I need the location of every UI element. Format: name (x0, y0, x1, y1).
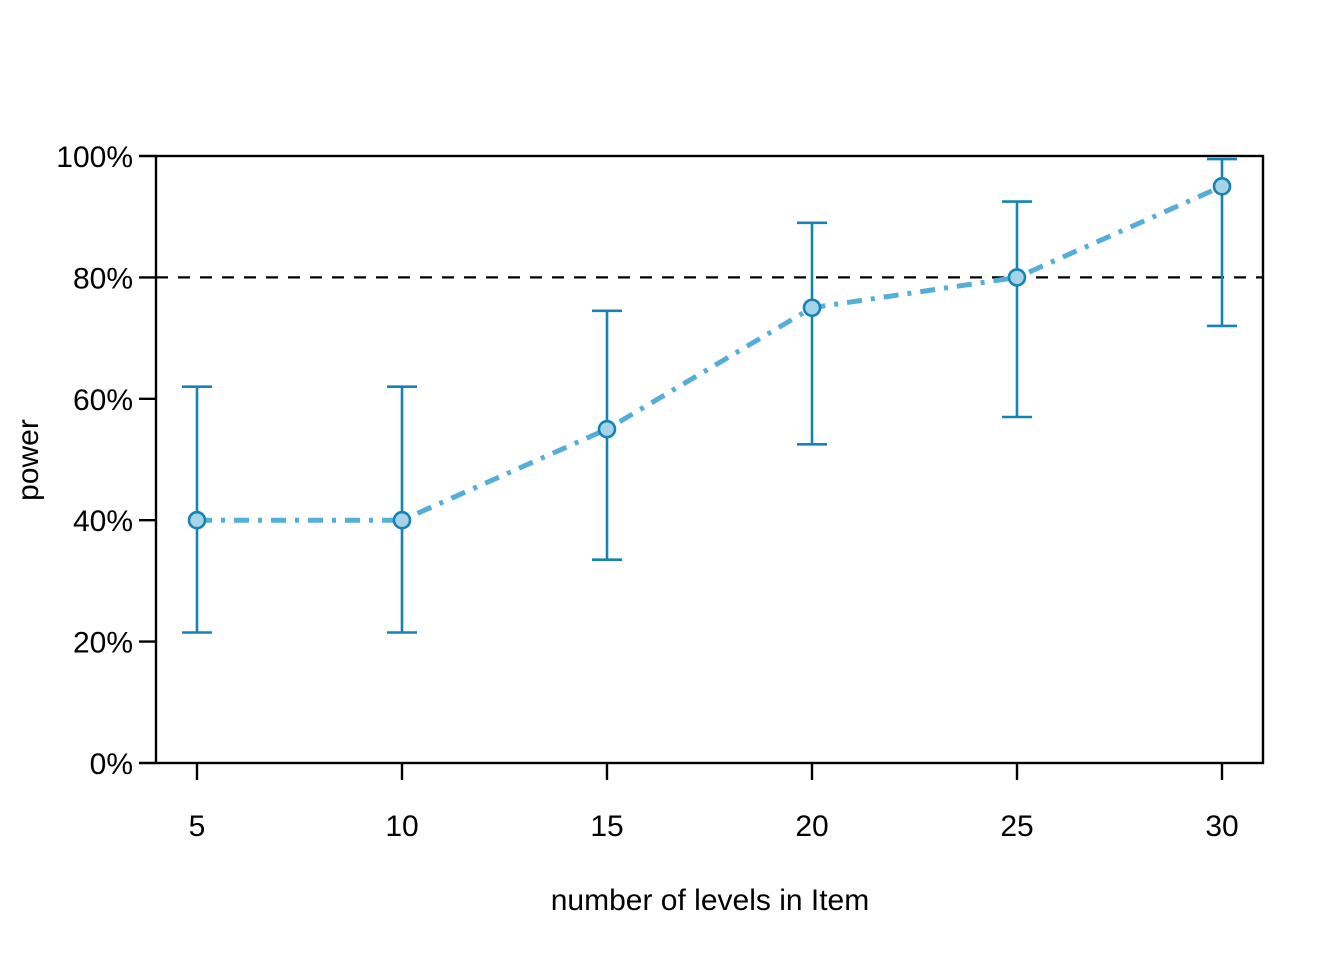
data-point (187, 510, 207, 530)
data-point (1212, 177, 1232, 196)
plot-layer: 0% 20% 40% 60% 80% 100% 5 10 15 20 25 30 (56, 141, 1265, 843)
y-axis-title: power (12, 419, 45, 501)
y-tick-label: 0% (90, 748, 133, 781)
y-tick-label: 40% (73, 505, 133, 538)
y-tick-label: 20% (73, 627, 133, 660)
x-tick-label: 5 (189, 810, 206, 843)
data-point (392, 510, 412, 530)
x-tick-label: 15 (590, 810, 623, 843)
y-tick-label: 60% (73, 384, 133, 417)
data-point (597, 419, 617, 439)
data-line (197, 184, 1224, 523)
x-tick-label: 20 (795, 810, 828, 843)
plot-box (154, 154, 1265, 765)
x-tick-label: 25 (1000, 810, 1033, 843)
y-tick-label: 80% (73, 262, 133, 295)
data-point (802, 298, 822, 318)
y-tick-label: 100% (56, 141, 133, 174)
x-tick-label: 30 (1205, 810, 1238, 843)
x-tick-label: 10 (385, 810, 418, 843)
x-axis-title: number of levels in Item (551, 884, 869, 917)
data-point (1007, 268, 1027, 287)
